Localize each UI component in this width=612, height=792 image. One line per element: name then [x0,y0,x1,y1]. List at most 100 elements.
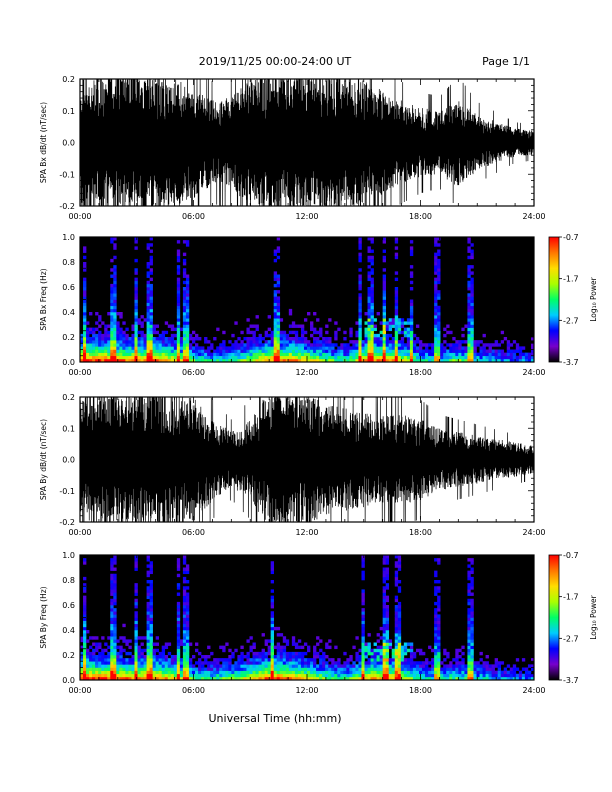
spectrogram-cell [470,608,474,612]
spectrogram-cell [237,664,241,668]
spectrogram-cell [176,346,181,350]
spectrogram-cell [449,667,453,671]
spectrogram-cell [104,664,108,668]
spectrogram-cell [113,290,117,294]
spectrogram-cell [361,630,365,634]
spectrogram-cell [355,340,359,344]
spectrogram-cell [409,340,414,344]
spectrogram-cell [249,648,253,653]
spectrogram-cell [83,576,87,581]
spectrogram-cell [388,667,393,671]
spectrogram-cell [122,673,126,678]
spectrogram-cell [382,321,386,325]
spectrogram-cell [409,274,414,278]
spectrogram-cell [231,664,235,668]
spectrogram-cell [319,327,323,332]
spectrogram-cell [370,271,374,275]
spectrogram-cell [182,592,187,596]
spectrogram-cell [409,651,414,656]
spectrogram-cell [119,636,123,640]
spectrogram-cell [397,340,402,344]
spectrogram-cell [95,676,99,681]
spectrogram-cell [355,655,359,659]
spectrogram-cell [388,355,393,360]
spectrogram-cell [361,570,365,575]
spectrogram-cell [412,333,417,338]
spectrogram-cell [367,287,371,291]
spectrogram-cell [297,673,302,678]
spectrogram-cell [185,592,190,596]
spectrogram-cell [158,664,163,668]
spectrogram-cell [276,280,281,285]
spectrogram-cell [161,655,166,659]
spectrogram-cell [370,333,374,338]
spectrogram-cell [412,340,417,344]
spectrogram-cell [376,661,380,665]
spectrogram-cell [497,349,502,353]
spectrogram-cell [185,642,190,646]
spectrogram-cell [334,337,338,341]
spectrogram-cell [173,676,178,681]
spectrogram-cell [409,246,414,250]
spectrogram-cell [406,667,411,671]
spectrogram-cell [134,315,138,319]
spectrogram-cell [210,673,214,678]
spectrogram-cell [313,676,317,681]
spectrogram-cell [470,567,474,571]
spectrogram-cell [182,605,187,609]
spectrogram-cell [264,352,268,357]
spectrogram-cell [288,346,293,350]
spectrogram-cell [418,340,423,344]
spectrogram-cell [110,573,114,578]
spectrogram-cell [113,620,117,625]
spectrogram-cell [382,558,386,562]
spectrogram-cell [397,586,402,590]
spectrogram-cell [530,343,535,347]
spectrogram-cell [370,249,374,253]
spectrogram-cell [382,645,386,650]
y-tick-label: 1.0 [62,551,75,560]
spectrogram-cell [331,664,335,668]
spectrogram-cell [291,321,296,325]
spectrogram-cell [264,333,268,338]
spectrogram-cell [83,601,87,606]
spectrogram-cell [83,561,87,565]
spectrogram-cell [515,349,520,353]
spectrogram-cell [176,667,181,671]
spectrogram-cell [434,296,438,300]
spectrogram-cell [225,676,229,681]
spectrogram-cell [152,330,156,335]
spectrogram-cell [270,664,275,668]
spectrogram-cell [146,601,150,606]
spectrogram-cell [376,645,380,650]
spectrogram-cell [467,676,471,681]
spectrogram-cell [146,355,150,360]
spectrogram-cell [391,349,396,353]
spectrogram-cell [237,346,241,350]
spectrogram-cell [300,645,305,650]
spectrogram-cell [518,676,523,681]
spectrogram-cell [246,664,250,668]
spectrogram-cell [376,655,380,659]
spectrogram-cell [458,667,462,671]
spectrogram-cell [328,349,332,353]
spectrogram-cell [400,355,405,360]
spectrogram-cell [213,355,217,360]
spectrogram-cell [343,355,347,360]
spectrogram-cell [270,561,275,565]
spectrogram-cell [270,667,275,671]
y-tick-label: 0.8 [62,258,75,267]
spectrogram-cell [131,349,135,353]
spectrogram-cell [300,676,305,681]
spectrogram-cell [288,330,293,335]
spectrogram-cell [412,352,417,357]
spectrogram-cell [325,645,329,650]
spectrogram-cell [104,352,108,357]
spectrogram-cell [204,349,208,353]
spectrogram-cell [364,670,368,675]
spectrogram-cell [291,642,296,646]
spectrogram-cell [346,346,350,350]
spectrogram-cell [261,655,265,659]
spectrogram-cell [125,670,129,675]
spectrogram-cell [134,676,138,681]
